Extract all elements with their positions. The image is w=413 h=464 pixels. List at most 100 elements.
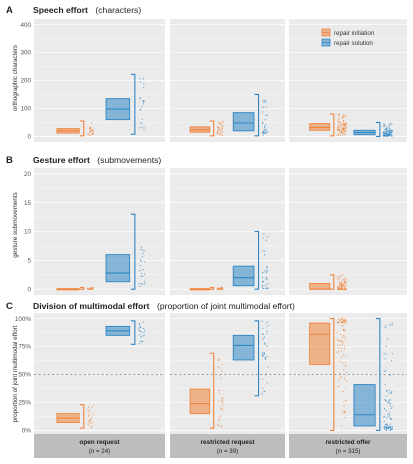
- data-point: [221, 401, 223, 403]
- data-point: [337, 121, 339, 123]
- data-point: [342, 119, 345, 121]
- panel-b-title-line: Gesture effort (submovements): [33, 150, 161, 167]
- jitter-points: [261, 320, 269, 395]
- data-point: [217, 126, 219, 128]
- panel-a-y-axis-label: orthographic characters: [12, 45, 19, 111]
- data-point: [387, 129, 389, 131]
- data-point: [263, 336, 265, 338]
- data-point: [384, 124, 386, 126]
- data-point: [339, 320, 341, 322]
- data-point: [386, 417, 388, 419]
- data-point: [337, 134, 339, 136]
- data-point: [388, 415, 390, 418]
- jitter-points: [216, 286, 224, 290]
- data-point: [265, 132, 267, 134]
- data-point: [383, 132, 385, 135]
- data-point: [140, 248, 142, 250]
- data-point: [341, 279, 343, 281]
- data-point: [261, 378, 264, 381]
- jitter-points: [383, 322, 393, 431]
- data-point: [220, 415, 222, 417]
- data-point: [263, 352, 266, 354]
- data-point: [342, 128, 344, 130]
- data-point: [139, 270, 141, 272]
- data-point: [343, 348, 345, 350]
- data-point: [390, 133, 392, 135]
- data-point: [342, 117, 344, 119]
- data-point: [140, 336, 142, 338]
- data-point: [342, 283, 344, 285]
- data-point: [339, 134, 341, 136]
- data-point: [87, 406, 90, 408]
- data-point: [220, 133, 222, 135]
- y-tick-label: 0%: [22, 428, 32, 435]
- data-point: [341, 123, 344, 126]
- data-point: [343, 405, 345, 407]
- data-point: [261, 352, 264, 354]
- data-point: [343, 117, 345, 119]
- data-point: [92, 131, 94, 133]
- y-tick-label: 100: [20, 106, 31, 113]
- y-tick-label: 25%: [18, 400, 31, 407]
- data-point: [337, 380, 339, 383]
- data-point: [89, 130, 91, 133]
- data-point: [266, 355, 268, 358]
- data-point: [142, 103, 144, 105]
- data-point: [266, 131, 268, 133]
- data-point: [265, 373, 268, 375]
- data-point: [345, 126, 347, 128]
- data-point: [344, 133, 347, 136]
- data-point: [217, 358, 219, 360]
- data-point: [264, 270, 266, 272]
- data-point: [389, 374, 391, 376]
- data-point: [343, 279, 346, 281]
- data-point: [387, 128, 389, 130]
- data-point: [342, 129, 344, 131]
- data-point: [89, 134, 91, 136]
- jitter-points: [138, 321, 146, 345]
- data-point: [342, 114, 345, 116]
- data-point: [221, 129, 223, 131]
- data-point: [338, 347, 340, 349]
- data-point: [340, 131, 342, 133]
- data-point: [91, 288, 93, 290]
- data-point: [345, 379, 347, 382]
- data-point: [262, 111, 264, 113]
- data-point: [341, 339, 343, 342]
- data-point: [139, 334, 141, 336]
- data-point: [139, 97, 141, 99]
- data-point: [383, 428, 386, 430]
- data-point: [343, 377, 346, 379]
- data-point: [340, 125, 342, 127]
- data-point: [344, 365, 346, 367]
- panel-a-subtitle: (characters): [95, 5, 141, 15]
- box-whisker: [209, 120, 215, 137]
- data-point: [343, 285, 345, 287]
- data-point: [385, 133, 387, 135]
- data-point: [343, 287, 346, 289]
- jitter-points: [87, 122, 94, 136]
- data-point: [139, 81, 142, 83]
- data-point: [92, 287, 94, 289]
- data-point: [337, 113, 339, 116]
- panel-b-header: B Gesture effort (submovements): [6, 150, 161, 167]
- data-point: [342, 390, 344, 393]
- data-point: [264, 284, 266, 286]
- data-point: [340, 356, 343, 358]
- data-point: [338, 130, 341, 132]
- box-repair-initiation-restricted-request: [189, 120, 224, 137]
- data-point: [266, 322, 268, 324]
- data-point: [143, 82, 145, 85]
- data-point: [266, 288, 268, 290]
- data-point: [340, 321, 342, 324]
- data-point: [338, 278, 340, 280]
- data-point: [139, 259, 142, 261]
- data-point: [261, 333, 263, 335]
- data-point: [388, 127, 391, 129]
- data-point: [344, 330, 347, 332]
- data-point: [263, 233, 265, 235]
- box-whisker: [329, 318, 335, 431]
- data-point: [340, 283, 342, 285]
- data-point: [220, 377, 223, 380]
- data-point: [266, 330, 268, 332]
